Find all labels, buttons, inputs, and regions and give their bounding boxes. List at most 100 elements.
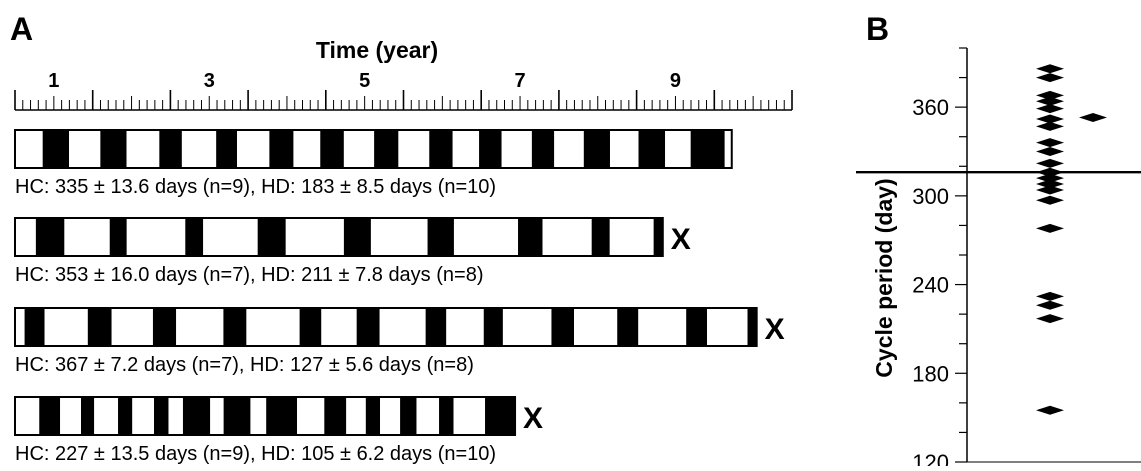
y-axis-title: Cycle period (day) bbox=[871, 178, 897, 377]
record-end-marker: X bbox=[523, 402, 543, 435]
hd-segment bbox=[154, 397, 169, 435]
data-point bbox=[1036, 195, 1064, 205]
hc-segment bbox=[132, 397, 155, 435]
panel-a: A Time (year) 1 3 5 7 9 HC: 335 ± 13.6 days … bbox=[10, 11, 793, 465]
data-point bbox=[1036, 185, 1064, 195]
hc-segment bbox=[60, 397, 81, 435]
scatter-points bbox=[1036, 64, 1107, 415]
record-end-marker: X bbox=[671, 223, 691, 256]
record-outline bbox=[14, 396, 517, 436]
record-outline bbox=[14, 217, 664, 257]
hd-segment bbox=[223, 397, 251, 435]
hc-segment bbox=[501, 130, 532, 168]
panel-a-label: A bbox=[10, 11, 33, 47]
hd-segment bbox=[109, 218, 127, 256]
hd-segment bbox=[365, 397, 381, 435]
hc-segment bbox=[15, 308, 25, 346]
hd-segment bbox=[653, 218, 663, 256]
hd-segment bbox=[185, 218, 204, 256]
data-point bbox=[1036, 223, 1064, 233]
hd-segment bbox=[182, 397, 211, 435]
data-point bbox=[1079, 112, 1107, 122]
record-outline bbox=[14, 307, 758, 347]
data-point bbox=[1036, 104, 1064, 114]
hc-segment bbox=[379, 308, 426, 346]
hc-segment bbox=[446, 308, 484, 346]
hd-segment bbox=[374, 130, 399, 168]
hc-segment bbox=[380, 397, 401, 435]
hd-segment bbox=[159, 130, 182, 168]
data-point bbox=[1036, 64, 1064, 74]
data-point bbox=[1036, 405, 1064, 415]
hc-segment bbox=[64, 218, 110, 256]
hd-segment bbox=[479, 130, 502, 168]
hc-segment bbox=[370, 218, 428, 256]
hd-segment bbox=[39, 397, 61, 435]
time-tick-label: 5 bbox=[359, 70, 370, 92]
hc-segment bbox=[297, 397, 325, 435]
data-point bbox=[1036, 147, 1064, 156]
hc-segment bbox=[638, 308, 687, 346]
hd-segment bbox=[42, 130, 70, 168]
hc-segment bbox=[111, 308, 153, 346]
data-point bbox=[1036, 138, 1064, 148]
panel-b-label: B bbox=[866, 11, 889, 47]
hd-segment bbox=[638, 130, 666, 168]
hd-segment bbox=[87, 308, 112, 346]
hd-segment bbox=[266, 397, 298, 435]
hd-segment bbox=[100, 130, 127, 168]
hc-segment bbox=[554, 130, 584, 168]
record-caption: HC: 227 ± 13.5 days (n=9), HD: 105 ± 6.2… bbox=[15, 443, 496, 465]
hd-segment bbox=[427, 218, 454, 256]
hd-segment bbox=[324, 397, 347, 435]
data-point bbox=[1036, 73, 1064, 83]
record-caption: HC: 367 ± 7.2 days (n=7), HD: 127 ± 5.6 … bbox=[15, 354, 474, 376]
time-tick-label: 9 bbox=[670, 70, 681, 92]
hd-segment bbox=[747, 308, 757, 346]
hd-segment bbox=[591, 218, 610, 256]
hc-segment bbox=[293, 130, 321, 168]
hc-segment bbox=[346, 397, 366, 435]
hc-segment bbox=[126, 130, 160, 168]
hd-segment bbox=[583, 130, 610, 168]
hc-segment bbox=[203, 218, 258, 256]
data-point bbox=[1036, 173, 1064, 183]
data-point bbox=[1036, 114, 1064, 124]
hd-segment bbox=[80, 397, 95, 435]
hc-segment bbox=[542, 218, 592, 256]
hc-segment bbox=[453, 397, 486, 435]
y-tick-label: 300 bbox=[912, 184, 949, 209]
hc-segment bbox=[69, 130, 101, 168]
hd-segment bbox=[223, 308, 247, 346]
hd-segment bbox=[485, 397, 516, 435]
data-point bbox=[1036, 314, 1064, 324]
hd-segment bbox=[320, 130, 344, 168]
hd-segment bbox=[118, 397, 133, 435]
time-tick-label: 3 bbox=[204, 70, 215, 92]
hc-segment bbox=[126, 218, 186, 256]
hc-segment bbox=[15, 218, 36, 256]
y-tick-label: 240 bbox=[912, 273, 949, 298]
data-point bbox=[1036, 291, 1064, 301]
data-point bbox=[1036, 121, 1064, 131]
data-point bbox=[1036, 158, 1064, 168]
hc-segment bbox=[94, 397, 119, 435]
hc-segment bbox=[321, 308, 357, 346]
hd-segment bbox=[518, 218, 543, 256]
hd-segment bbox=[152, 308, 177, 346]
hd-segment bbox=[439, 397, 454, 435]
hc-segment bbox=[707, 308, 748, 346]
data-point bbox=[1036, 300, 1064, 310]
hd-segment bbox=[216, 130, 238, 168]
hc-segment bbox=[15, 130, 43, 168]
hc-segment bbox=[285, 218, 344, 256]
hc-segment bbox=[168, 397, 183, 435]
hc-segment bbox=[250, 397, 267, 435]
hd-segment bbox=[551, 308, 575, 346]
hd-segment bbox=[343, 218, 371, 256]
hc-segment bbox=[724, 130, 732, 168]
records: HC: 335 ± 13.6 days (n=9), HD: 183 ± 8.5… bbox=[14, 129, 785, 465]
hd-segment bbox=[617, 308, 639, 346]
hd-segment bbox=[269, 130, 294, 168]
hc-segment bbox=[574, 308, 618, 346]
